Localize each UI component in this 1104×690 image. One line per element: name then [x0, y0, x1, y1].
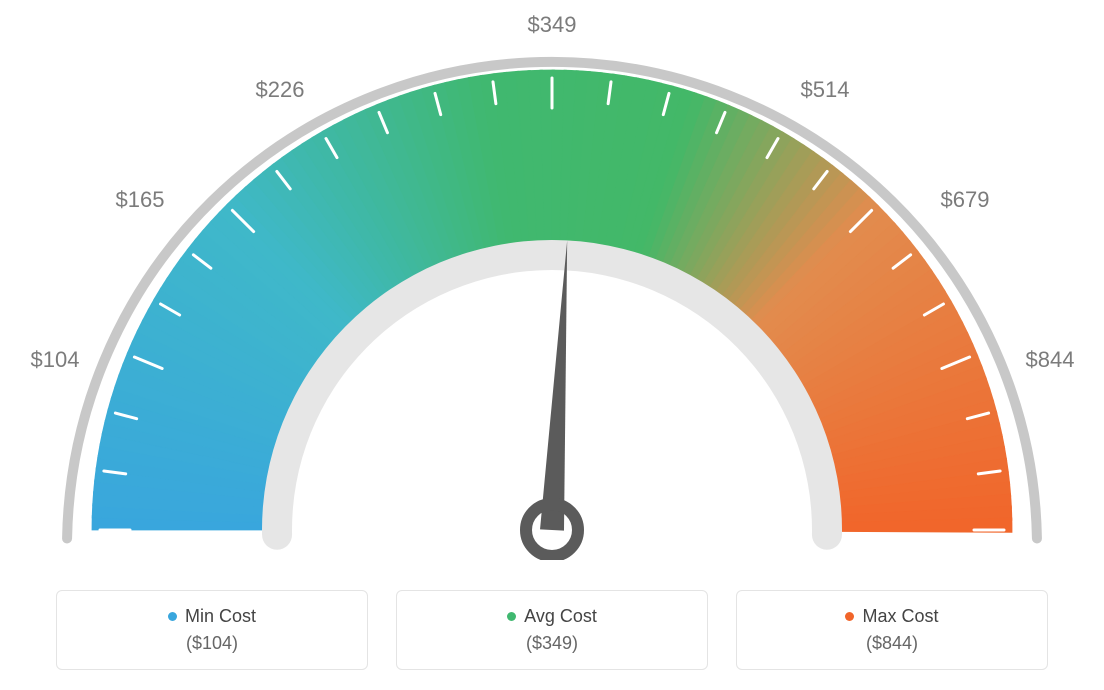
cost-gauge-chart: $104 $165 $226 $349 $514 $679 $844 Min Cost ($… — [0, 0, 1104, 690]
tick-label: $104 — [31, 347, 80, 373]
gauge-svg — [0, 0, 1104, 560]
legend-value-min: ($104) — [186, 633, 238, 654]
legend-dot-max — [845, 612, 854, 621]
tick-label: $844 — [1026, 347, 1075, 373]
tick-label: $165 — [116, 187, 165, 213]
legend-card-max: Max Cost ($844) — [736, 590, 1048, 670]
legend-title-min: Min Cost — [168, 606, 256, 627]
legend-label-avg: Avg Cost — [524, 606, 597, 627]
gauge-area: $104 $165 $226 $349 $514 $679 $844 — [0, 0, 1104, 560]
legend-dot-avg — [507, 612, 516, 621]
tick-label: $679 — [941, 187, 990, 213]
legend-label-max: Max Cost — [862, 606, 938, 627]
legend-label-min: Min Cost — [185, 606, 256, 627]
tick-label: $226 — [256, 77, 305, 103]
tick-label: $349 — [528, 12, 577, 38]
legend-title-avg: Avg Cost — [507, 606, 597, 627]
legend-value-avg: ($349) — [526, 633, 578, 654]
legend-area: Min Cost ($104) Avg Cost ($349) Max Cost… — [0, 590, 1104, 670]
legend-value-max: ($844) — [866, 633, 918, 654]
legend-title-max: Max Cost — [845, 606, 938, 627]
tick-label: $514 — [801, 77, 850, 103]
legend-card-avg: Avg Cost ($349) — [396, 590, 708, 670]
legend-dot-min — [168, 612, 177, 621]
legend-card-min: Min Cost ($104) — [56, 590, 368, 670]
